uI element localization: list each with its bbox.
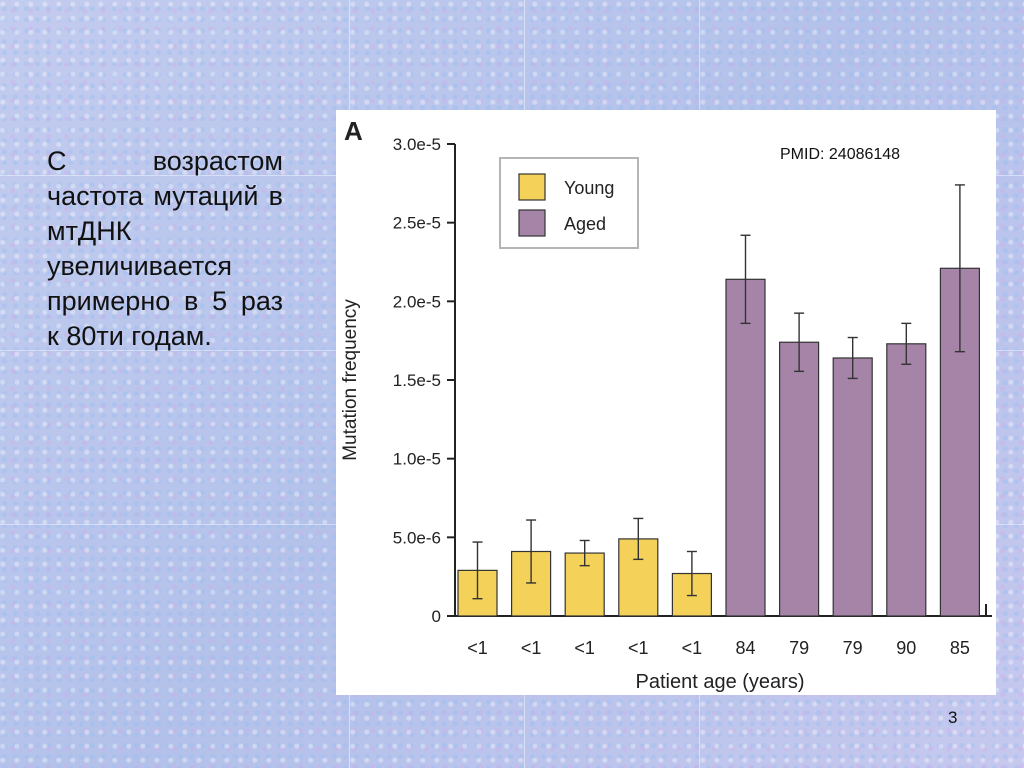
y-tick-label: 3.0e-5 [393,135,441,154]
figure-panel: A PMID: 24086148 0 5.0e-6 1.0e-5 1.5e-5 2.0e… [336,110,996,695]
legend-swatch [518,173,546,201]
x-tick-label: <1 [467,638,488,658]
slide-body-text: С возрастом частота мутаций в мтДНК увел… [47,146,283,351]
panel-label: A [344,116,363,146]
x-tick-label: <1 [521,638,542,658]
bar [832,357,873,617]
legend-swatch [518,209,546,237]
bar-chart: A PMID: 24086148 0 5.0e-6 1.0e-5 1.5e-5 2.0e… [340,116,992,693]
y-tick-label: 1.5e-5 [393,371,441,390]
page-number: 3 [948,708,958,727]
x-tick-label: 84 [735,638,755,658]
x-tick-label: <1 [628,638,649,658]
bar [886,343,927,617]
bar [779,341,820,617]
y-tick-label: 0 [432,607,441,626]
legend-label: Young [564,178,614,198]
x-tick-label: 90 [896,638,916,658]
x-tick-label: <1 [682,638,703,658]
y-axis-title: Mutation frequency [340,299,361,461]
y-tick-label: 1.0e-5 [393,450,441,469]
y-tick-label: 5.0e-6 [393,528,441,547]
x-tick-label: <1 [574,638,595,658]
y-tick-label: 2.0e-5 [393,292,441,311]
legend-label: Aged [564,214,606,234]
x-tick-label: 79 [843,638,863,658]
chart-layer: 0 5.0e-6 1.0e-5 1.5e-5 2.0e-5 2.5e-5 3.0e-5 <1 <… [340,135,992,693]
bar [725,278,766,617]
x-axis-title: Patient age (years) [636,671,805,693]
x-tick-label: 79 [789,638,809,658]
x-tick-label: 85 [950,638,970,658]
pmid-label: PMID: 24086148 [780,146,900,163]
y-tick-label: 2.5e-5 [393,214,441,233]
